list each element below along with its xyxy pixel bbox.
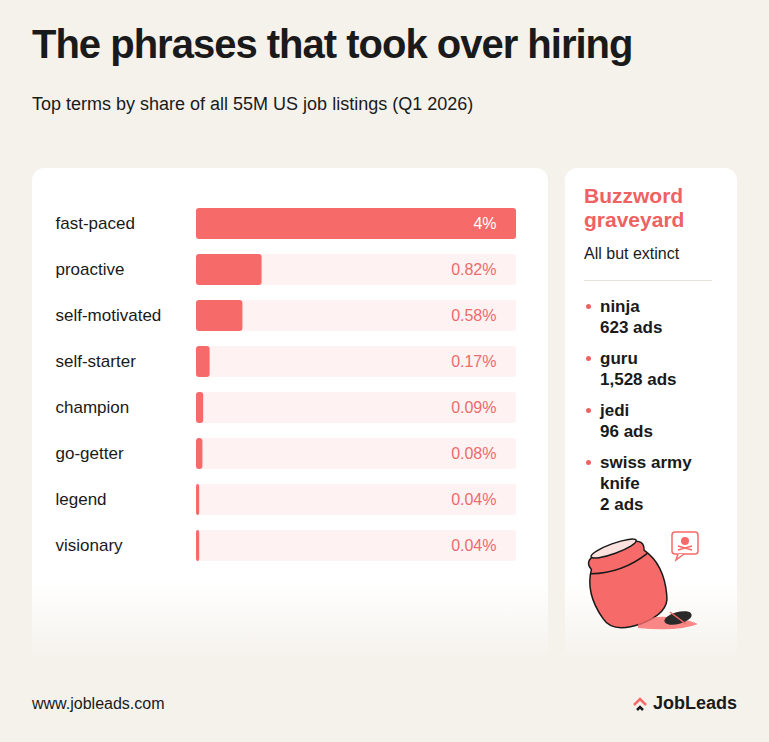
html-text:guru: guru [600, 349, 638, 368]
svg-text:0.04%: 0.04% [451, 537, 496, 554]
svg-text:visionary: visionary [56, 536, 124, 555]
html-text:jedi: jedi [600, 401, 630, 420]
svg-text:self-starter: self-starter [56, 352, 137, 371]
svg-text:proactive: proactive [56, 260, 125, 279]
html-text:All but extinct: All but extinct [584, 245, 680, 262]
svg-text:fast-paced: fast-paced [56, 214, 135, 233]
html-text:Buzzword graveyard: Buzzword graveyard [584, 184, 685, 231]
html-text:623 ads: 623 ads [600, 318, 663, 337]
svg-text:self-motivated: self-motivated [56, 306, 162, 325]
svg-text:0.58%: 0.58% [451, 307, 496, 324]
svg-text:0.17%: 0.17% [451, 353, 496, 370]
html-text:Top terms by share of all 55M: Top terms by share of all 55M US job lis… [32, 94, 474, 114]
html-text:ninja: ninja [600, 297, 640, 316]
svg-text:champion: champion [56, 398, 130, 417]
svg-text:go-getter: go-getter [56, 444, 124, 463]
svg-text:0.08%: 0.08% [451, 445, 496, 462]
html-text:swiss army knife: swiss army knife [600, 453, 692, 493]
html-text:The phrases that took over hir: The phrases that took over hiring [32, 22, 633, 66]
svg-text:legend: legend [56, 490, 107, 509]
html-text:96 ads: 96 ads [600, 422, 653, 441]
svg-text:0.82%: 0.82% [451, 261, 496, 278]
svg-text:0.04%: 0.04% [451, 491, 496, 508]
html-text:www.jobleads.com: www.jobleads.com [32, 695, 165, 712]
html-text:2 ads: 2 ads [600, 495, 644, 514]
html-text:JobLeads: JobLeads [653, 693, 737, 713]
html-text:1,528 ads: 1,528 ads [600, 370, 677, 389]
svg-text:0.09%: 0.09% [451, 399, 496, 416]
svg-text:4%: 4% [473, 215, 496, 232]
